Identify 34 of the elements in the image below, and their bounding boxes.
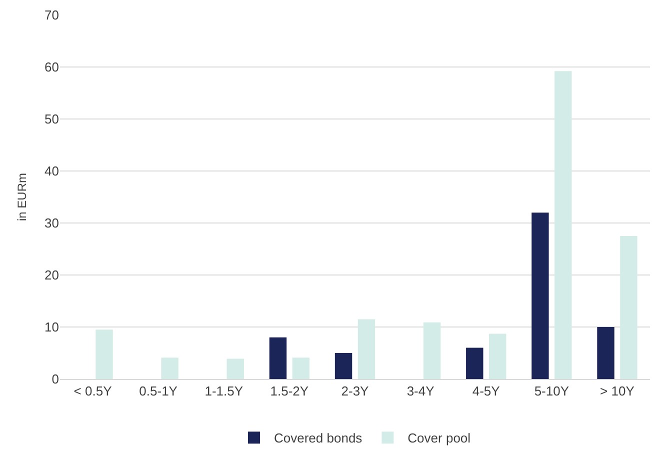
- x-tick-label: 4-5Y: [472, 384, 500, 399]
- bar: [597, 327, 614, 379]
- legend-label: Cover pool: [408, 430, 471, 446]
- x-tick-label: 1-1.5Y: [204, 384, 244, 399]
- x-tick-label: 0.5-1Y: [139, 384, 178, 399]
- x-tick-label: 5-10Y: [534, 384, 570, 399]
- x-tick-label: 3-4Y: [406, 384, 435, 399]
- y-tick-label: 10: [44, 320, 59, 335]
- x-tick-label: 1.5-2Y: [270, 384, 309, 399]
- legend-label: Covered bonds: [274, 430, 363, 446]
- x-tick-label: 2-3Y: [341, 384, 370, 399]
- bar: [161, 358, 178, 379]
- bar: [358, 319, 376, 379]
- bar: [334, 353, 352, 379]
- bar: [532, 212, 549, 379]
- y-tick-label: 0: [52, 372, 59, 387]
- bar: [423, 322, 441, 379]
- x-tick-label: < 0.5Y: [74, 384, 112, 399]
- bar: [292, 358, 310, 379]
- y-axis-title: in EURm: [15, 172, 29, 222]
- bar: [269, 337, 287, 379]
- y-tick-label: 70: [44, 8, 59, 23]
- y-tick-label: 50: [44, 112, 59, 127]
- bar: [226, 358, 244, 379]
- x-tick-label: > 10Y: [600, 384, 635, 399]
- y-tick-label: 40: [44, 164, 59, 179]
- y-tick-label: 30: [44, 216, 59, 231]
- bar: [466, 348, 484, 379]
- y-tick-label: 60: [44, 60, 59, 75]
- bar: [488, 334, 506, 379]
- bar: [620, 236, 638, 379]
- y-tick-label: 20: [44, 268, 59, 283]
- bar: [96, 330, 113, 379]
- bar: [554, 71, 572, 379]
